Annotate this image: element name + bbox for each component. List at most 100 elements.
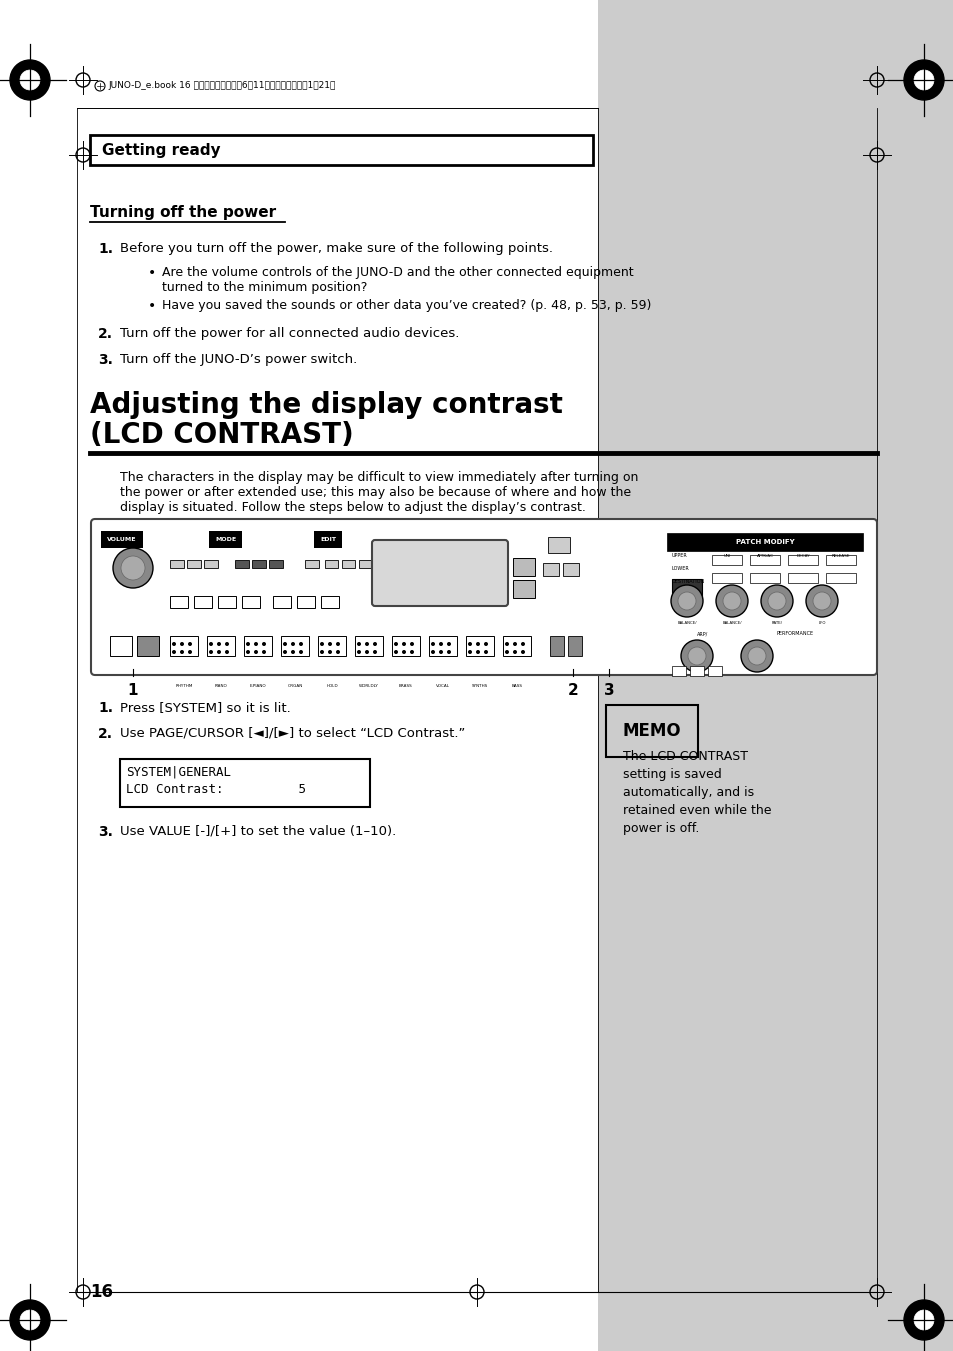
Bar [207,636,234,657]
Circle shape [188,650,192,654]
Circle shape [438,642,442,646]
Bar [244,636,272,657]
Circle shape [760,585,792,617]
Bar [562,563,578,576]
Bar [513,580,535,598]
Bar [465,636,494,657]
Bar [341,561,355,567]
Text: LCD Contrast:          5: LCD Contrast: 5 [126,784,306,796]
Circle shape [373,650,376,654]
Bar [707,666,721,676]
Text: JUNO-D_e.book 16 ページ　２００４年6月11日　金曜日　午後1時21分: JUNO-D_e.book 16 ページ ２００４年6月11日 金曜日 午後1時… [108,81,335,91]
Bar [358,561,372,567]
Text: DESTINATION: DESTINATION [671,580,704,584]
Text: Press [SYSTEM] so it is lit.: Press [SYSTEM] so it is lit. [120,701,291,713]
Circle shape [335,650,339,654]
Bar [110,636,132,657]
Text: Turning off the power: Turning off the power [90,205,275,220]
Circle shape [20,70,40,91]
Circle shape [216,650,221,654]
Bar [325,561,337,567]
Text: PIANO: PIANO [214,684,227,688]
Text: •: • [148,299,156,313]
Circle shape [913,1310,933,1329]
Bar [502,636,531,657]
Circle shape [476,642,479,646]
Text: Use PAGE/CURSOR [◄]/[►] to select “LCD Contrast.”: Use PAGE/CURSOR [◄]/[►] to select “LCD C… [120,727,465,740]
FancyBboxPatch shape [91,519,876,676]
Bar [273,596,291,608]
Bar [550,636,563,657]
Bar [711,573,741,584]
Text: power is off.: power is off. [622,821,699,835]
Text: 1: 1 [128,684,138,698]
Bar [90,135,593,165]
Text: E.PIANO: E.PIANO [250,684,266,688]
Circle shape [513,642,517,646]
Bar [137,636,159,657]
Text: Getting ready: Getting ready [102,143,220,158]
Circle shape [262,650,266,654]
Text: retained even while the: retained even while the [622,804,771,817]
Text: LOWER: LOWER [671,566,689,571]
Circle shape [431,642,435,646]
Text: 1.: 1. [98,701,112,715]
Text: BRASS: BRASS [398,684,413,688]
Bar [120,759,370,807]
Text: Use VALUE [-]/[+] to set the value (1–10).: Use VALUE [-]/[+] to set the value (1–10… [120,825,395,838]
Circle shape [767,592,785,611]
Text: WORLDLY: WORLDLY [358,684,378,688]
Text: The LCD CONTRAST: The LCD CONTRAST [622,750,747,763]
Bar [598,0,953,1351]
Circle shape [716,585,747,617]
Text: Have you saved the sounds or other data you’ve created? (p. 48, p. 53, p. 59): Have you saved the sounds or other data … [162,299,651,312]
Circle shape [504,642,509,646]
Bar [187,561,201,567]
Circle shape [401,642,406,646]
Text: PATCH MODIFY: PATCH MODIFY [735,539,794,544]
Circle shape [504,650,509,654]
Text: Turn off the JUNO-D’s power switch.: Turn off the JUNO-D’s power switch. [120,353,356,366]
Bar [317,636,346,657]
Circle shape [447,642,451,646]
Circle shape [180,642,184,646]
Circle shape [410,650,414,654]
Circle shape [121,557,145,580]
Circle shape [410,642,414,646]
Text: 2: 2 [567,684,578,698]
Bar [671,580,701,601]
Circle shape [468,650,472,654]
Circle shape [431,650,435,654]
Circle shape [291,650,294,654]
Circle shape [483,650,488,654]
Bar [296,596,314,608]
Circle shape [438,650,442,654]
Bar [825,555,855,565]
Bar [689,666,703,676]
Bar [269,561,283,567]
Bar [193,596,212,608]
Text: UPPER: UPPER [671,553,687,558]
Bar [170,561,184,567]
Text: Adjusting the display contrast: Adjusting the display contrast [90,390,562,419]
Bar [234,561,249,567]
Text: SYNTHS: SYNTHS [472,684,488,688]
Bar [204,561,218,567]
Text: display is situated. Follow the steps below to adjust the display’s contrast.: display is situated. Follow the steps be… [120,501,585,513]
Circle shape [298,642,303,646]
Circle shape [172,642,175,646]
Text: VOCAL: VOCAL [436,684,450,688]
Text: HOLD: HOLD [326,684,337,688]
Circle shape [812,592,830,611]
Bar [355,636,382,657]
Circle shape [291,642,294,646]
Text: setting is saved: setting is saved [622,767,721,781]
Bar [542,563,558,576]
Circle shape [10,1300,50,1340]
Bar [170,596,188,608]
Circle shape [468,642,472,646]
Text: Turn off the power for all connected audio devices.: Turn off the power for all connected aud… [120,327,459,340]
Circle shape [225,650,229,654]
Bar [749,555,780,565]
Circle shape [172,650,175,654]
